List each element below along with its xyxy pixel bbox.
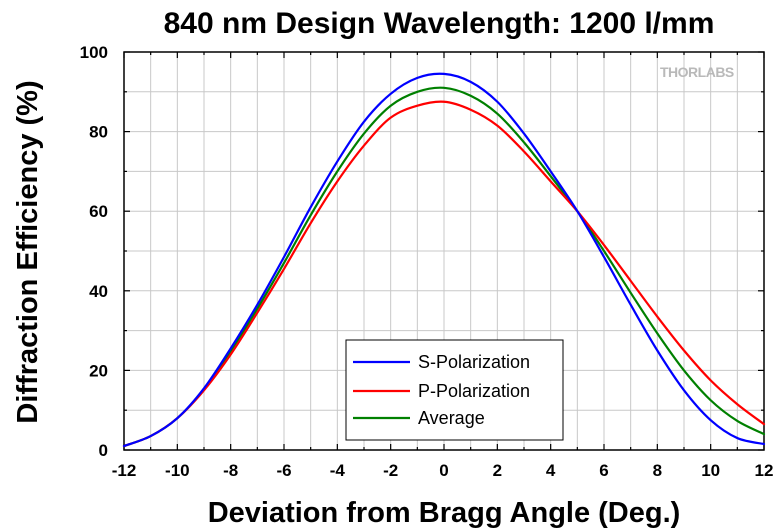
x-tick-labels: -12 -10 -8 -6 -4 -2 0 2 4 6 8 10 12 — [112, 461, 774, 480]
watermark-logo: THORLABS — [660, 64, 734, 80]
plot-frame — [123, 51, 765, 451]
series-line-s-polarization — [122, 72, 766, 448]
y-tick-label: 40 — [89, 282, 108, 301]
x-tick-label: 2 — [493, 461, 502, 480]
series-line-p-polarization — [122, 100, 766, 448]
x-tick-label: 12 — [755, 461, 774, 480]
y-axis-label: Diffraction Efficiency (%) — [12, 80, 44, 423]
legend-label-avg: Average — [418, 408, 485, 428]
x-tick-label: -8 — [223, 461, 238, 480]
legend: S-Polarization P-Polarization Average — [345, 339, 564, 441]
y-tick-label: 60 — [89, 202, 108, 221]
x-tick-label: 8 — [653, 461, 662, 480]
y-tick-label: 80 — [89, 123, 108, 142]
series-lines — [122, 72, 766, 448]
x-tick-label: -10 — [165, 461, 190, 480]
x-tick-label: 6 — [599, 461, 608, 480]
x-axis-label: Deviation from Bragg Angle (Deg.) — [208, 497, 681, 529]
x-tick-label: -4 — [330, 461, 346, 480]
x-tick-label: -2 — [383, 461, 398, 480]
y-tick-label: 20 — [89, 361, 108, 380]
x-tick-label: 10 — [701, 461, 720, 480]
legend-label-s: S-Polarization — [418, 352, 530, 372]
x-tick-label: -12 — [112, 461, 137, 480]
y-tick-label: 100 — [80, 43, 108, 62]
x-tick-label: 0 — [439, 461, 448, 480]
series-line-average — [122, 86, 766, 448]
y-tick-label: 0 — [99, 441, 108, 460]
chart-title: 840 nm Design Wavelength: 1200 l/mm — [164, 7, 715, 40]
x-tick-label: 4 — [546, 461, 556, 480]
legend-label-p: P-Polarization — [418, 381, 530, 401]
x-tick-label: -6 — [276, 461, 291, 480]
y-tick-labels: 0 20 40 60 80 100 — [80, 43, 108, 460]
